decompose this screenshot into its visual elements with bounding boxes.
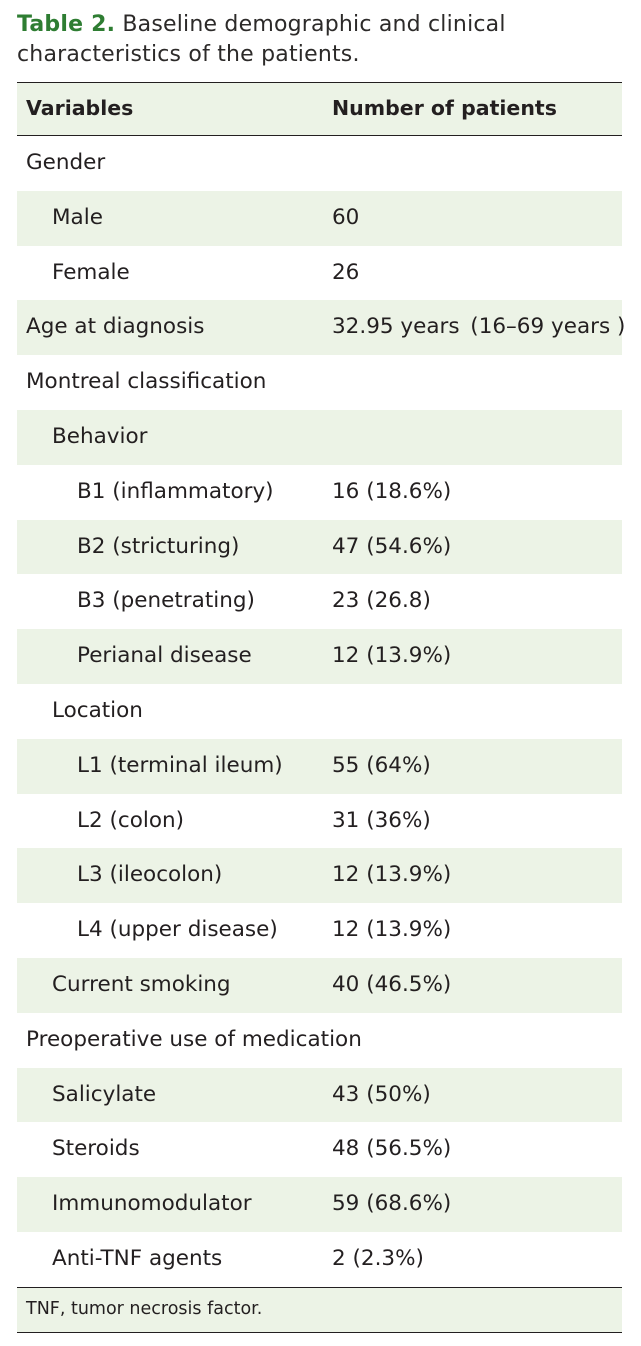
row-value: 23 (26.8) (332, 588, 431, 614)
row-value: 12 (13.9%) (332, 917, 452, 943)
table-row: B1 (inflammatory) 16 (18.6%) (17, 465, 622, 520)
row-value: 32.95 years (16–69 years ) (332, 314, 626, 340)
table-row: Gender (17, 136, 622, 191)
row-variable: Steroids (52, 1136, 140, 1162)
row-value: 16 (18.6%) (332, 478, 452, 504)
table-footnote-row: TNF, tumor necrosis factor. (17, 1286, 622, 1333)
table-row: Current smoking 40 (46.5%) (17, 957, 622, 1013)
table-row: Salicylate 43 (50%) (17, 1067, 622, 1123)
row-variable: B2 (stricturing) (77, 533, 240, 559)
table-row: L3 (ileocolon) 12 (13.9%) (17, 848, 622, 904)
table-caption: Table 2. Baseline demographic and clinic… (17, 10, 627, 70)
row-value: 59 (68.6%) (332, 1191, 452, 1217)
row-value: 43 (50%) (332, 1081, 431, 1107)
table-row: Female 26 (17, 246, 622, 301)
table-row: Perianal disease 12 (13.9%) (17, 629, 622, 684)
row-value: 12 (13.9%) (332, 862, 452, 888)
caption-label: Table 2. (17, 12, 116, 37)
row-variable: L3 (ileocolon) (77, 862, 223, 888)
table-row: B3 (penetrating) 23 (26.8) (17, 574, 622, 629)
row-variable: Behavior (52, 423, 148, 449)
row-value: 12 (13.9%) (332, 643, 452, 669)
row-value: 48 (56.5%) (332, 1136, 452, 1162)
table-row: Behavior (17, 409, 622, 465)
table-row: Age at diagnosis 32.95 years (16–69 years… (17, 300, 626, 356)
row-variable: Salicylate (52, 1081, 157, 1107)
table-row: Location (17, 684, 622, 739)
caption-text: Baseline demographic and clinical charac… (17, 12, 506, 67)
table-row: Preoperative use of medication (17, 1013, 622, 1068)
row-variable: Location (52, 697, 143, 723)
row-value: 26 (332, 259, 360, 285)
table-row: Anti-TNF agents 2 (2.3%) (17, 1232, 622, 1287)
row-variable: Montreal classification (26, 369, 267, 395)
header-variables: Variables (26, 96, 134, 120)
row-value: 40 (46.5%) (332, 971, 452, 997)
row-variable: Preoperative use of medication (26, 1026, 362, 1052)
header-number-of-patients: Number of patients (332, 96, 557, 120)
table-row: Steroids 48 (56.5%) (17, 1122, 622, 1177)
table-row: L4 (upper disease) 12 (13.9%) (17, 903, 622, 958)
table-row: Montreal classification (17, 355, 622, 410)
table-row: Male 60 (17, 190, 622, 246)
row-variable: Age at diagnosis (26, 314, 205, 340)
table-row: B2 (stricturing) 47 (54.6%) (17, 519, 622, 575)
row-variable: B3 (penetrating) (77, 588, 255, 614)
row-value: 60 (332, 204, 360, 230)
row-variable: Perianal disease (77, 643, 252, 669)
row-value: 47 (54.6%) (332, 533, 452, 559)
row-variable: L1 (terminal ileum) (77, 752, 283, 778)
row-variable: Male (52, 204, 103, 230)
table-row: L1 (terminal ileum) 55 (64%) (17, 738, 622, 794)
row-value: 55 (64%) (332, 752, 431, 778)
table-row: Immunomodulator 59 (68.6%) (17, 1177, 622, 1232)
row-variable: Female (52, 259, 130, 285)
row-value: 2 (2.3%) (332, 1245, 424, 1271)
table-header-row: Variables Number of patients (17, 83, 622, 136)
row-variable: Current smoking (52, 971, 231, 997)
row-value: 31 (36%) (332, 807, 431, 833)
row-variable: B1 (inflammatory) (77, 478, 274, 504)
table-row: L2 (colon) 31 (36%) (17, 794, 622, 849)
row-variable: L2 (colon) (77, 807, 184, 833)
row-variable: Gender (26, 150, 106, 175)
table-footnote: TNF, tumor necrosis factor. (26, 1298, 263, 1319)
table-body: Gender Male 60 Female 26 Age at diagnosis 32.9… (17, 136, 626, 1287)
row-variable: L4 (upper disease) (77, 917, 278, 943)
row-variable: Immunomodulator (52, 1191, 252, 1217)
row-variable: Anti-TNF agents (52, 1245, 223, 1271)
data-table: Variables Number of patients Gender Male 6… (17, 82, 626, 1333)
